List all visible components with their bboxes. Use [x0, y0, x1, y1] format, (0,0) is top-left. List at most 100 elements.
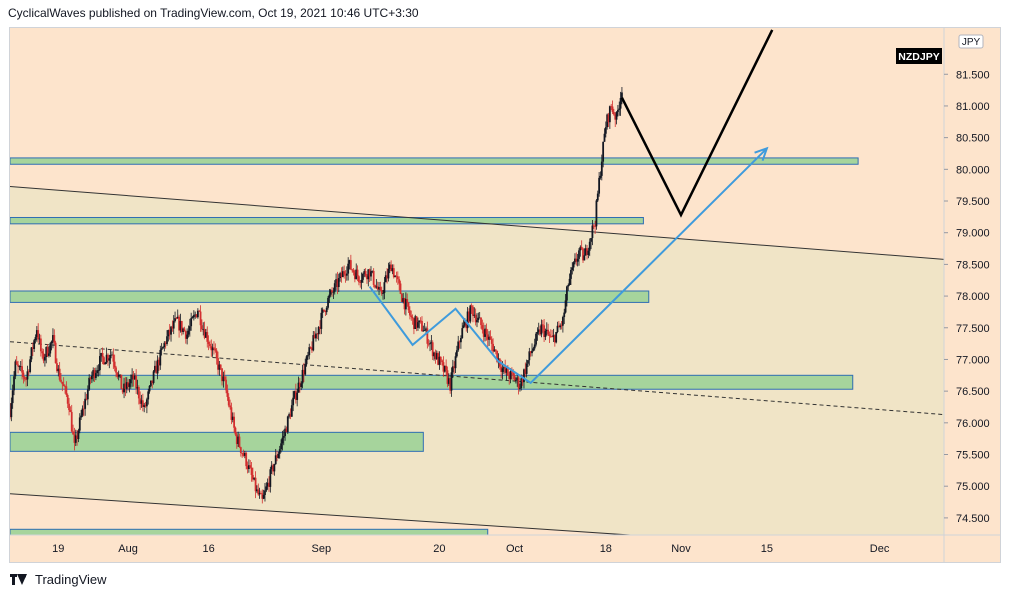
candle-body	[568, 278, 571, 286]
candle-body	[419, 320, 422, 322]
candle-body	[151, 380, 154, 384]
candle-body	[78, 417, 81, 431]
candle-body	[614, 114, 617, 120]
candle-body	[88, 377, 91, 390]
candle-body	[250, 467, 253, 475]
candle-body	[270, 465, 273, 470]
candle-body	[183, 328, 186, 332]
candle-body	[239, 447, 242, 453]
candle-body	[41, 351, 44, 354]
candle-body	[325, 307, 328, 313]
candle-body	[217, 358, 219, 370]
support-resistance-zone	[10, 216, 644, 225]
candle-body	[352, 270, 355, 273]
candle-body	[574, 258, 576, 263]
candle-body	[266, 482, 269, 487]
candle-body	[612, 111, 615, 115]
candle-body	[320, 312, 323, 329]
candle-body	[590, 238, 592, 242]
candle-body	[195, 314, 198, 318]
candle-body	[576, 258, 579, 262]
candle-body	[516, 377, 519, 381]
candle-body	[410, 315, 413, 317]
currency-box	[958, 34, 984, 49]
candle-body	[603, 133, 606, 142]
candle-body	[319, 327, 321, 329]
candle-body	[225, 379, 227, 391]
candle-body	[465, 321, 468, 329]
candle-body	[501, 368, 504, 372]
candle-body	[112, 354, 115, 362]
candle-body	[13, 376, 15, 391]
candle-body	[610, 106, 613, 108]
candle-body	[505, 368, 508, 373]
candle-body	[447, 378, 450, 384]
tradingview-logo-icon	[10, 574, 30, 585]
candle-body	[409, 310, 411, 316]
candle-body	[86, 389, 89, 400]
candle-body	[450, 372, 453, 391]
candle-body	[477, 317, 480, 321]
candle-body	[371, 270, 374, 272]
candle-body	[536, 331, 539, 334]
candle-body	[378, 287, 380, 290]
candle-body	[375, 286, 378, 288]
candle-body	[50, 341, 53, 344]
candle-body	[171, 326, 174, 329]
candle-body	[285, 428, 288, 433]
candle-body	[97, 370, 100, 371]
candle-body	[364, 271, 367, 276]
price-tick-label: 75.000	[956, 481, 990, 493]
candle-body	[62, 384, 65, 387]
candle-body	[439, 356, 442, 361]
candle-body	[39, 338, 42, 352]
candle-body	[394, 275, 397, 278]
price-tick-label: 76.500	[956, 386, 990, 398]
candle-body	[31, 347, 34, 349]
candle-body	[599, 175, 602, 178]
candle-body	[556, 325, 559, 332]
candle-body	[215, 350, 218, 359]
candle-body	[351, 269, 354, 271]
candle-body	[485, 328, 488, 335]
candle-body	[384, 275, 387, 283]
footer-brand[interactable]: TradingView	[35, 572, 107, 587]
candle-body	[230, 407, 233, 420]
candle-body	[561, 317, 564, 326]
candle-body	[494, 349, 497, 351]
candle-body	[382, 293, 384, 294]
candle-body	[205, 332, 207, 338]
candle-body	[278, 449, 281, 454]
candle-body	[258, 492, 261, 495]
candle-body	[15, 361, 18, 365]
candle-body	[458, 341, 461, 343]
price-tick-label: 75.500	[956, 450, 990, 462]
candle-body	[490, 339, 493, 344]
candle-body	[109, 354, 112, 359]
price-tick-label: 81.000	[956, 101, 990, 113]
candle-body	[570, 270, 572, 279]
candle-body	[235, 434, 238, 444]
candle-body	[144, 404, 147, 407]
candle-body	[77, 430, 80, 440]
candle-body	[113, 361, 116, 368]
future-projection-path	[620, 29, 774, 218]
candle-body	[493, 349, 496, 352]
candle-body	[290, 405, 293, 417]
candle-body	[469, 305, 472, 322]
candle-body	[567, 285, 570, 287]
candle-body	[231, 416, 234, 420]
candle-body	[441, 360, 444, 363]
candle-body	[140, 400, 143, 404]
candle-body	[523, 369, 525, 383]
candle-body	[358, 276, 360, 283]
candle-body	[74, 435, 77, 443]
candle-body	[386, 275, 388, 279]
candle-body	[363, 271, 366, 274]
candle-body	[21, 366, 23, 373]
candle-body	[82, 408, 85, 410]
candle-body	[218, 364, 221, 370]
candle-body	[54, 342, 57, 364]
candle-body	[233, 416, 236, 428]
